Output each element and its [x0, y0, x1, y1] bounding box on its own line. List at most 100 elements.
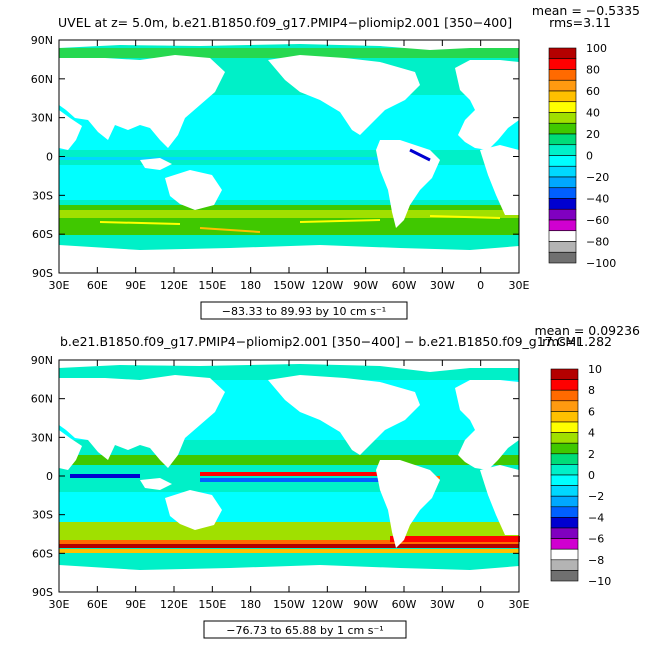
land-south-america [376, 460, 440, 548]
colorbar-swatch [548, 79, 577, 92]
tropical-band [59, 455, 519, 465]
land-australia [165, 490, 222, 530]
colorbar-swatch [550, 432, 579, 444]
panel-top-mean: mean = −0.5335 [532, 3, 640, 18]
colorbar-swatch [548, 144, 577, 156]
colorbar-swatch [548, 176, 577, 189]
map-bottom [58, 359, 520, 593]
colorbar-swatch [548, 69, 577, 81]
panel-bottom-mean: mean = 0.09236 [534, 323, 640, 338]
colorbar-swatch [550, 442, 579, 455]
colorbar-swatch [550, 464, 579, 476]
land-australia [165, 170, 222, 210]
land-europe-africa [455, 60, 519, 150]
colorbar-swatch [548, 165, 577, 178]
lon-label: 30E [49, 598, 70, 611]
lat-label: 90S [32, 267, 53, 280]
panel-top-range: −83.33 to 89.93 by 10 cm s⁻¹ [222, 305, 386, 318]
lat-label: 90N [31, 34, 53, 47]
colorbar-swatch [550, 474, 579, 486]
colorbar-swatch [550, 411, 579, 423]
colorbar-label: 0 [588, 469, 595, 482]
colorbar-label: −2 [588, 490, 604, 503]
ocean-band-south [59, 492, 519, 522]
colorbar-swatch [550, 495, 579, 508]
colorbar-label: 40 [586, 107, 600, 120]
panel-bottom: b.e21.B1850.f09_g17.PMIP4−pliomip2.001 [… [31, 323, 640, 639]
colorbar-bottom: 10 8 6 4 2 0 −2 −4 −6 −8 −10 [550, 363, 611, 588]
colorbar-label: −8 [588, 554, 604, 567]
land-indonesia [140, 478, 172, 490]
lat-label: 60S [32, 228, 53, 241]
equatorial-red [200, 472, 380, 476]
land-africa-east [59, 110, 82, 150]
range-box [203, 620, 407, 639]
acc-red-east [390, 536, 520, 542]
equatorial-blue [200, 478, 380, 482]
colorbar-swatch [550, 506, 579, 518]
ocean-band-south [59, 165, 519, 200]
lon-label: 150W [273, 279, 305, 292]
acc-yellow [59, 549, 519, 553]
colorbar-label: −100 [586, 257, 616, 270]
colorbar-label: 4 [588, 427, 595, 440]
lon-label: 60W [392, 279, 417, 292]
colorbar-swatch [548, 112, 577, 124]
colorbar-label: 8 [588, 384, 595, 397]
land-north-america [268, 375, 420, 455]
lat-label: 60N [31, 393, 53, 406]
colorbar-swatch [550, 559, 579, 571]
colorbar-label: 80 [586, 64, 600, 77]
lat-label: 60N [31, 73, 53, 86]
panel-top-title: UVEL at z= 5.0m, b.e21.B1850.f09_g17.PMI… [58, 15, 512, 30]
lon-label: 120E [160, 598, 188, 611]
range-box [200, 301, 408, 320]
lat-label: 0 [46, 151, 53, 164]
colorbar-label: 10 [588, 363, 602, 376]
lat-label: 30S [32, 509, 53, 522]
colorbar-label: −40 [586, 193, 609, 206]
land-south-america [376, 140, 440, 228]
land-africa-south [480, 465, 519, 535]
panel-bottom-title: b.e21.B1850.f09_g17.PMIP4−pliomip2.001 [… [60, 334, 580, 349]
lon-label: 180 [240, 598, 261, 611]
lon-label: 120E [160, 279, 188, 292]
colorbar-swatch [548, 90, 577, 103]
colorbar-label: −10 [588, 575, 611, 588]
colorbar-label: −20 [586, 171, 609, 184]
colorbar-swatch [548, 58, 577, 70]
land-antarctica [59, 565, 519, 592]
lat-label: 30N [31, 431, 53, 444]
colorbar-swatch [550, 527, 579, 539]
lon-label: 30E [509, 279, 530, 292]
land-asia [59, 375, 225, 468]
acc-core [59, 210, 519, 218]
lon-label: 60W [392, 598, 417, 611]
colorbar-label: 100 [586, 42, 607, 55]
panel-bottom-rms: rms=1.282 [542, 334, 612, 349]
colorbar-label: −6 [588, 533, 604, 546]
colorbar-swatch [550, 400, 579, 412]
colorbar-swatch [550, 485, 579, 497]
lon-label: 90W [353, 279, 378, 292]
lon-label: 180 [240, 279, 261, 292]
land-masses [59, 40, 519, 273]
indian-blue [70, 474, 140, 478]
land-indonesia [140, 158, 172, 170]
colorbar-swatch [550, 538, 579, 550]
lon-label: 60E [87, 279, 108, 292]
colorbar-swatch [548, 251, 577, 264]
panel-bottom-range: −76.73 to 65.88 by 1 cm s⁻¹ [226, 624, 383, 637]
lon-label: 90W [353, 598, 378, 611]
panel-top-rms: rms=3.11 [549, 15, 611, 30]
lat-label: 90S [32, 586, 53, 599]
colorbar-label: 20 [586, 128, 600, 141]
colorbar-swatch [548, 219, 577, 232]
lat-label: 0 [46, 470, 53, 483]
lat-label: 60S [32, 547, 53, 560]
lon-label: 60E [87, 598, 108, 611]
colorbar-swatch [550, 453, 579, 465]
colorbar-swatch [548, 122, 577, 135]
